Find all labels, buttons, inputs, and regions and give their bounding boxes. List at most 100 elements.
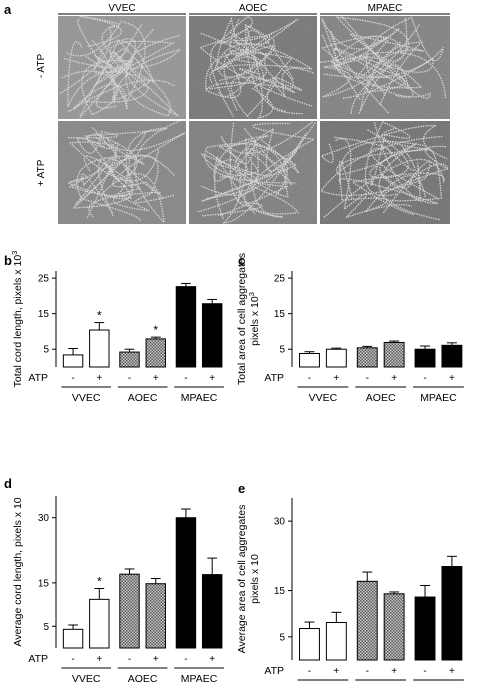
y-tick-label: 25	[38, 274, 50, 285]
bar-aoec-minus-atp	[119, 351, 140, 368]
group-label-aoec: AOEC	[366, 392, 396, 404]
condition-label: -	[423, 373, 426, 384]
y-tick-label: 5	[43, 345, 49, 356]
significance-marker: *	[153, 323, 158, 337]
bar-vvec-plus-atp	[89, 598, 110, 649]
condition-label: +	[333, 666, 339, 677]
condition-axis-label: ATP	[28, 653, 48, 665]
condition-label: -	[308, 666, 311, 677]
bar-vvec-minus-atp	[299, 628, 320, 661]
bar-mpaec-minus-atp	[414, 596, 436, 661]
chart-b: b 25 15 5 Total cord length, pixels x 103 - * +…	[4, 251, 224, 404]
y-axis-label: Total cord length, pixels x 103	[10, 251, 24, 388]
micrograph-vvec-plus-atp	[58, 121, 186, 224]
condition-label: +	[209, 654, 215, 665]
bar-vvec-minus-atp	[62, 354, 84, 368]
condition-label: +	[209, 373, 215, 384]
chart-c: c 25 15 5 Total area of cell aggregates pixel…	[236, 253, 464, 404]
group-label-mpaec: MPAEC	[181, 673, 218, 685]
group-label-vvec: VVEC	[309, 392, 338, 404]
bar-vvec-plus-atp	[325, 348, 347, 368]
y-tick-label: 30	[274, 517, 286, 528]
condition-label: -	[308, 373, 311, 384]
panel-label-c: c	[238, 253, 245, 268]
group-label-mpaec: MPAEC	[420, 392, 457, 404]
y-axis-label: Average area of cell aggregates	[236, 505, 248, 654]
row-label-minus-atp: - ATP	[36, 54, 47, 79]
y-tick-label: 5	[279, 632, 285, 643]
y-tick-label: 15	[274, 309, 286, 320]
condition-label: -	[184, 654, 187, 665]
bar-mpaec-minus-atp	[414, 348, 436, 368]
condition-label: +	[96, 373, 102, 384]
condition-label: +	[391, 666, 397, 677]
group-label-aoec: AOEC	[128, 392, 158, 404]
micrograph-aoec-plus-atp	[189, 121, 317, 224]
panel-label-b: b	[4, 253, 12, 268]
y-tick-label: 30	[38, 513, 50, 524]
micrograph-vvec-minus-atp	[58, 16, 186, 119]
chart-panels: b 25 15 5 Total cord length, pixels x 103 - * +…	[4, 251, 464, 687]
condition-label: +	[96, 654, 102, 665]
column-label-vvec: VVEC	[108, 3, 135, 14]
micrograph-mpaec-plus-atp	[320, 121, 450, 224]
bar-mpaec-plus-atp	[441, 566, 463, 661]
y-tick-label: 25	[274, 274, 286, 285]
bar-aoec-minus-atp	[356, 580, 378, 661]
bar-vvec-plus-atp	[89, 329, 110, 368]
bar-mpaec-minus-atp	[175, 517, 197, 649]
bar-mpaec-plus-atp	[441, 344, 463, 368]
y-tick-label: 15	[38, 578, 50, 589]
condition-label: -	[128, 373, 131, 384]
bar-mpaec-plus-atp	[201, 574, 223, 649]
y-tick-label: 5	[43, 622, 49, 633]
significance-marker: *	[97, 309, 102, 323]
condition-axis-label: ATP	[264, 372, 284, 384]
condition-label: -	[71, 373, 74, 384]
bar-aoec-plus-atp	[383, 593, 405, 661]
bar-vvec-minus-atp	[299, 352, 320, 368]
condition-label: -	[366, 666, 369, 677]
bar-vvec-minus-atp	[62, 628, 84, 649]
micrograph-grid: VVEC AOEC MPAEC - ATP + ATP	[36, 3, 450, 224]
column-label-mpaec: MPAEC	[368, 3, 403, 14]
y-axis-label-unit: pixels x 10	[249, 554, 261, 604]
bar-aoec-minus-atp	[356, 347, 378, 368]
condition-label: +	[153, 654, 159, 665]
condition-label: +	[333, 373, 339, 384]
panel-label-d: d	[4, 476, 12, 491]
bar-mpaec-plus-atp	[201, 303, 223, 368]
group-label-mpaec: MPAEC	[420, 685, 457, 687]
group-label-vvec: VVEC	[309, 685, 338, 687]
micrograph-mpaec-minus-atp	[320, 16, 450, 119]
condition-label: +	[449, 373, 455, 384]
condition-label: -	[366, 373, 369, 384]
bar-aoec-minus-atp	[119, 573, 140, 649]
panel-label-a: a	[4, 2, 12, 17]
y-tick-label: 15	[38, 309, 50, 320]
micrograph-aoec-minus-atp	[189, 16, 317, 119]
significance-marker: *	[97, 575, 102, 589]
chart-e: e 30 15 5 Average area of cell aggregates pix…	[236, 481, 464, 687]
group-label-mpaec: MPAEC	[181, 392, 218, 404]
y-axis-label-unit: pixels x 103	[247, 292, 261, 346]
bar-vvec-plus-atp	[325, 622, 347, 661]
condition-label: -	[184, 373, 187, 384]
group-label-aoec: AOEC	[366, 685, 396, 687]
bar-aoec-plus-atp	[145, 338, 166, 368]
condition-label: -	[71, 654, 74, 665]
y-axis-label: Average cord length, pixels x 10	[12, 497, 24, 646]
bar-mpaec-minus-atp	[175, 286, 197, 368]
condition-axis-label: ATP	[28, 372, 48, 384]
y-tick-label: 5	[279, 345, 285, 356]
group-label-aoec: AOEC	[128, 673, 158, 685]
panel-label-e: e	[238, 481, 245, 496]
condition-axis-label: ATP	[264, 665, 284, 677]
condition-label: -	[128, 654, 131, 665]
bar-aoec-plus-atp	[145, 583, 166, 649]
column-label-aoec: AOEC	[239, 3, 267, 14]
bar-aoec-plus-atp	[383, 341, 405, 368]
condition-label: -	[423, 666, 426, 677]
condition-label: +	[153, 373, 159, 384]
